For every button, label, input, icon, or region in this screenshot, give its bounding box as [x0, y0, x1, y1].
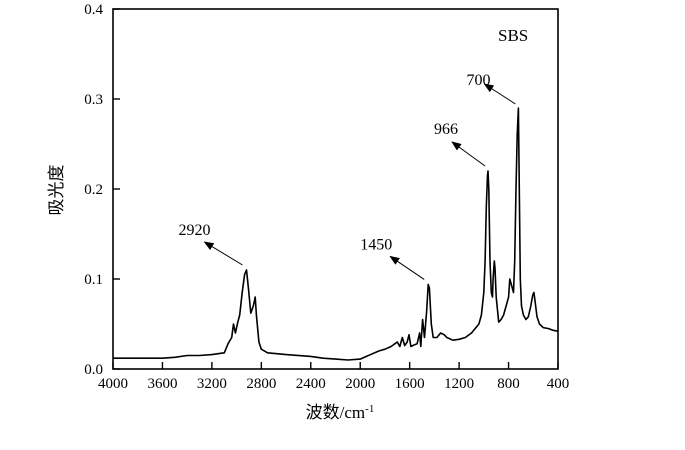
annotation-label-2920: 2920 — [179, 222, 211, 239]
x-tick-label-4000: 4000 — [98, 376, 128, 392]
y-tick-label-0-2: 0.2 — [84, 182, 103, 198]
annotation-arrow-1450 — [389, 255, 425, 280]
series-line-1 — [113, 107, 559, 361]
annotation-arrow-700 — [483, 83, 516, 105]
annotation-arrow-966 — [451, 141, 486, 167]
plot-frame — [112, 8, 559, 370]
annotation-label-1450: 1450 — [360, 236, 392, 253]
x-axis-ticks: 4000 3600 3200 2800 2400 2000 1600 1200 800 400 — [98, 362, 569, 392]
y-axis-ticks: 0.0 0.1 0.2 0.3 0.4 — [84, 2, 120, 378]
x-axis-label-superscript: -1 — [365, 403, 374, 415]
annotations-group: 2920 1450 966 700 — [179, 72, 516, 280]
annotation-label-700: 700 — [466, 72, 490, 89]
annotation-arrow-2920 — [203, 241, 243, 266]
x-tick-label-1200: 1200 — [444, 376, 474, 392]
y-tick-label-0-1: 0.1 — [84, 272, 103, 288]
annotation-label-966: 966 — [434, 121, 458, 138]
x-tick-label-1600: 1600 — [395, 376, 425, 392]
series-group — [113, 107, 559, 361]
x-axis-label: 波数/cm-1 — [306, 403, 375, 422]
y-tick-label-0: 0.0 — [84, 362, 103, 378]
y-tick-label-0-3: 0.3 — [84, 92, 103, 108]
x-tick-label-3600: 3600 — [147, 376, 177, 392]
x-axis-label-main: 波数/cm — [306, 403, 366, 422]
y-tick-label-0-4: 0.4 — [84, 2, 103, 18]
legend-label: SBS — [498, 26, 528, 45]
x-tick-label-3200: 3200 — [197, 376, 227, 392]
x-tick-label-2800: 2800 — [246, 376, 276, 392]
x-tick-label-800: 800 — [497, 376, 520, 392]
x-tick-label-2400: 2400 — [296, 376, 326, 392]
y-axis-label: 吸光度 — [47, 165, 66, 216]
x-tick-label-2000: 2000 — [345, 376, 375, 392]
x-tick-label-400: 400 — [547, 376, 570, 392]
